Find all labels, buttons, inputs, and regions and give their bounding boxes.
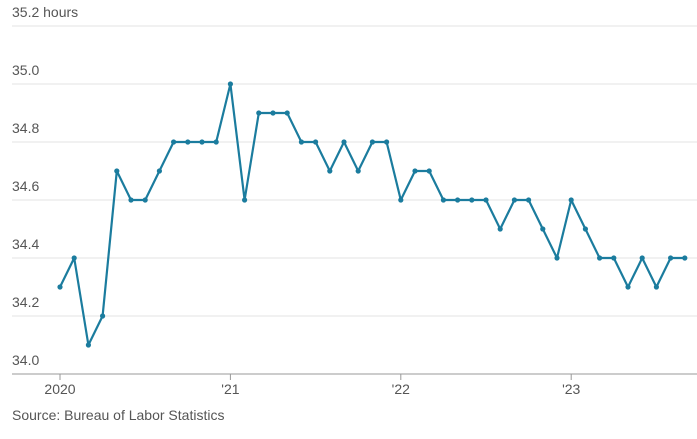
data-point [256,110,262,116]
data-point [469,197,475,203]
data-point [497,226,503,232]
data-point [284,110,290,116]
data-point [142,197,148,203]
data-point [611,255,617,261]
x-tick-label: '23 [562,381,580,397]
y-tick-label: 34.2 [12,294,39,310]
y-tick-label: 35.2 hours [12,4,78,20]
data-point [511,197,517,203]
data-line [59,82,685,347]
data-point [597,255,603,261]
y-tick-label: 34.0 [12,352,39,368]
y-tick-label: 34.8 [12,120,39,136]
data-point [440,197,446,203]
y-tick-label: 34.4 [12,236,39,252]
data-point [85,342,91,348]
data-point [554,255,560,261]
data-point [682,255,688,261]
data-point [355,168,361,174]
data-point [426,168,432,174]
data-point [71,255,77,261]
data-point [57,284,63,290]
data-point [270,110,276,116]
data-point [668,255,674,261]
data-point [156,168,162,174]
data-point [341,139,347,145]
data-point [327,168,333,174]
data-point [242,197,248,203]
data-point [114,168,120,174]
data-point [625,284,631,290]
x-tick-label: '22 [392,381,410,397]
data-point [398,197,404,203]
data-point [455,197,461,203]
x-tick-label: 2020 [44,381,75,397]
data-point [213,139,219,145]
x-tick-label: '21 [221,381,239,397]
y-tick-label: 34.6 [12,178,39,194]
data-point [128,197,134,203]
data-point [384,139,390,145]
data-point [227,81,233,87]
data-point [199,139,205,145]
data-point [526,197,532,203]
data-point [171,139,177,145]
data-point [483,197,489,203]
y-tick-label: 35.0 [12,62,39,78]
data-point [568,197,574,203]
data-point [412,168,418,174]
source-note: Source: Bureau of Labor Statistics [12,407,224,423]
data-point [313,139,319,145]
data-point [100,313,106,319]
data-point [369,139,375,145]
data-point [639,255,645,261]
data-point [185,139,191,145]
data-point [582,226,589,232]
data-point [653,284,660,290]
data-point [298,139,304,145]
data-point [540,226,546,232]
